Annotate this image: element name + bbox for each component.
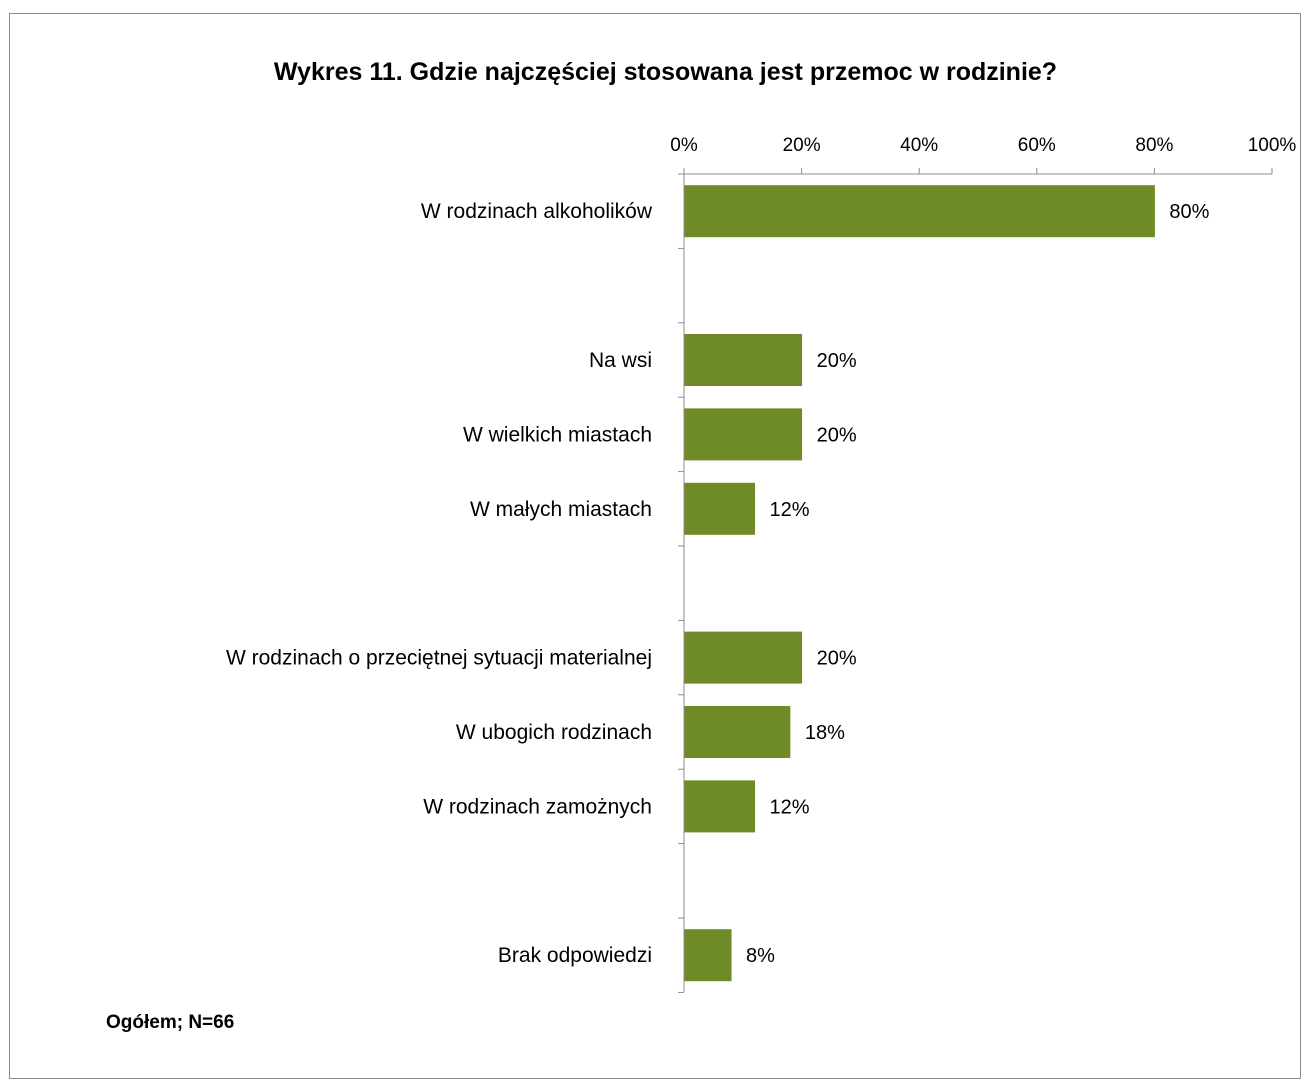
data-label: 12% [770,796,810,818]
category-label: Brak odpowiedzi [498,944,652,967]
labels: 0% 20% 40% 60% 80% 100% W rodzinach alkoholikó… [226,135,1296,967]
data-label: 20% [817,350,857,372]
bar [684,929,732,982]
bar [684,408,803,461]
x-tick-label: 40% [900,135,938,156]
bar [684,706,791,758]
x-tick-label: 20% [783,135,821,156]
x-tick-label: 60% [1018,135,1056,156]
bar [684,185,1155,238]
category-label: W ubogich rodzinach [456,721,652,744]
bar [684,631,803,684]
data-label: 80% [1169,201,1209,223]
category-label: W rodzinach alkoholików [421,200,653,223]
sample-note: Ogółem; N=66 [106,1012,235,1033]
bar [684,334,803,386]
category-label: W rodzinach o przeciętnej sytuacji mater… [226,647,652,670]
data-label: 20% [817,424,857,446]
data-label: 8% [746,945,775,967]
category-label: W rodzinach zamożnych [423,795,652,818]
bar [684,780,756,833]
axes [678,168,1273,993]
bar [684,482,756,535]
data-label: 20% [817,648,857,670]
category-label: W małych miastach [470,498,652,521]
chart-title: Wykres 11. Gdzie najczęściej stosowana j… [273,58,1058,86]
category-label: W wielkich miastach [463,423,652,446]
x-tick-label: 80% [1135,135,1173,156]
x-tick-label: 100% [1248,135,1297,156]
data-label: 18% [805,722,845,744]
category-label: Na wsi [589,349,652,372]
data-label: 12% [770,499,810,521]
bars [684,185,1155,982]
x-tick-label: 0% [670,135,698,156]
